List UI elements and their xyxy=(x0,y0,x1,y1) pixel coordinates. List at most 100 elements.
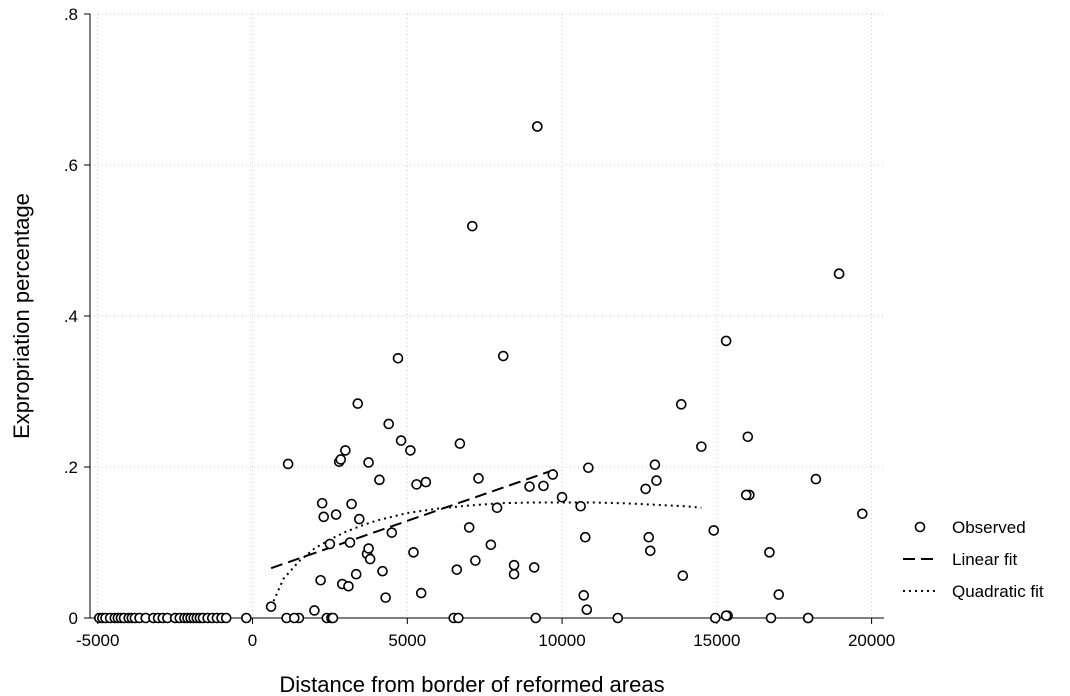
observed-point xyxy=(265,601,277,612)
y-tick-label: .8 xyxy=(64,5,78,24)
observed-points xyxy=(93,121,868,624)
observed-point xyxy=(318,511,330,523)
observed-point xyxy=(612,612,624,624)
observed-point xyxy=(451,564,463,575)
observed-point xyxy=(330,509,342,520)
grid xyxy=(90,13,884,619)
observed-point xyxy=(309,605,320,616)
x-tick-label: -5000 xyxy=(76,631,119,650)
observed-point xyxy=(764,547,775,558)
observed-point xyxy=(405,445,416,456)
observed-point xyxy=(677,570,689,582)
observed-point xyxy=(485,539,497,551)
observed-point xyxy=(583,462,594,474)
observed-point xyxy=(377,565,388,577)
fit-lines xyxy=(270,468,702,608)
observed-point xyxy=(579,531,591,543)
ticks: -5000 0 5000 10000 15000 20000 0 .2 .4 .6 .8 xyxy=(64,5,895,650)
legend-quadratic-label: Quadratic fit xyxy=(952,582,1044,601)
observed-point xyxy=(640,483,651,495)
y-tick-label: .4 xyxy=(64,307,78,326)
observed-point xyxy=(532,121,543,132)
observed-point xyxy=(289,612,300,624)
observed-point xyxy=(327,612,339,624)
observed-point xyxy=(220,612,232,624)
observed-point xyxy=(463,522,475,533)
observed-point xyxy=(696,441,707,452)
observed-point xyxy=(363,543,374,554)
observed-point xyxy=(411,479,422,490)
axes xyxy=(89,14,884,619)
observed-point xyxy=(241,612,252,624)
observed-point xyxy=(524,481,535,492)
observed-point xyxy=(364,553,376,565)
observed-point xyxy=(392,352,404,364)
x-tick-label: 15000 xyxy=(693,631,740,650)
observed-point xyxy=(556,491,568,503)
x-tick-label: 10000 xyxy=(538,631,585,650)
observed-point xyxy=(415,587,427,599)
observed-point xyxy=(581,604,593,615)
observed-point xyxy=(528,562,540,573)
observed-point xyxy=(324,538,336,550)
legend-observed-marker xyxy=(914,521,926,533)
observed-point xyxy=(386,527,398,538)
observed-point xyxy=(344,537,356,548)
observed-point xyxy=(408,547,419,558)
observed-point xyxy=(575,500,586,512)
observed-point xyxy=(335,454,347,465)
observed-point xyxy=(547,469,559,480)
observed-point xyxy=(802,612,814,624)
y-tick-label: .6 xyxy=(64,156,78,175)
observed-point xyxy=(346,498,357,510)
y-tick-label: 0 xyxy=(69,609,78,628)
observed-point xyxy=(380,592,391,603)
observed-point xyxy=(350,568,362,580)
observed-point xyxy=(740,489,752,501)
legend: Observed Linear fit Quadratic fit xyxy=(903,518,1044,601)
observed-point xyxy=(530,612,542,624)
legend-observed-label: Observed xyxy=(952,518,1026,537)
observed-point xyxy=(473,473,484,484)
legend-linear-label: Linear fit xyxy=(952,550,1017,569)
observed-point xyxy=(720,610,732,622)
linear-fit-line xyxy=(270,468,557,570)
x-tick-label: 0 xyxy=(248,631,257,650)
observed-point xyxy=(466,220,478,232)
observed-point xyxy=(720,335,732,347)
observed-point xyxy=(508,559,520,571)
observed-point xyxy=(354,513,365,525)
observed-point xyxy=(765,612,777,624)
observed-point xyxy=(454,438,466,449)
observed-point xyxy=(810,473,822,485)
observed-point xyxy=(374,474,385,486)
observed-point xyxy=(857,508,868,520)
observed-point xyxy=(316,497,328,509)
observed-point xyxy=(675,399,687,410)
observed-point xyxy=(282,458,294,470)
observed-point xyxy=(773,589,785,600)
observed-point xyxy=(352,398,364,409)
observed-point xyxy=(363,457,374,468)
observed-point xyxy=(538,480,549,492)
observed-point xyxy=(315,574,326,586)
observed-point xyxy=(497,350,509,362)
observed-point xyxy=(420,476,432,488)
observed-point xyxy=(453,612,464,624)
observed-point xyxy=(508,568,520,580)
observed-point xyxy=(383,418,395,430)
observed-point xyxy=(708,525,720,536)
observed-point xyxy=(343,580,354,592)
observed-point xyxy=(578,590,590,601)
y-tick-label: .2 xyxy=(64,458,78,477)
observed-point xyxy=(709,612,721,624)
observed-point xyxy=(470,555,481,566)
observed-point xyxy=(340,445,351,456)
observed-point xyxy=(644,545,656,557)
observed-point xyxy=(395,435,407,446)
observed-point xyxy=(651,475,662,486)
quadratic-fit-line xyxy=(270,501,702,608)
y-axis-title: Expropriation percentage xyxy=(9,193,34,439)
x-axis-title: Distance from border of reformed areas xyxy=(279,672,664,696)
observed-point xyxy=(742,431,754,443)
